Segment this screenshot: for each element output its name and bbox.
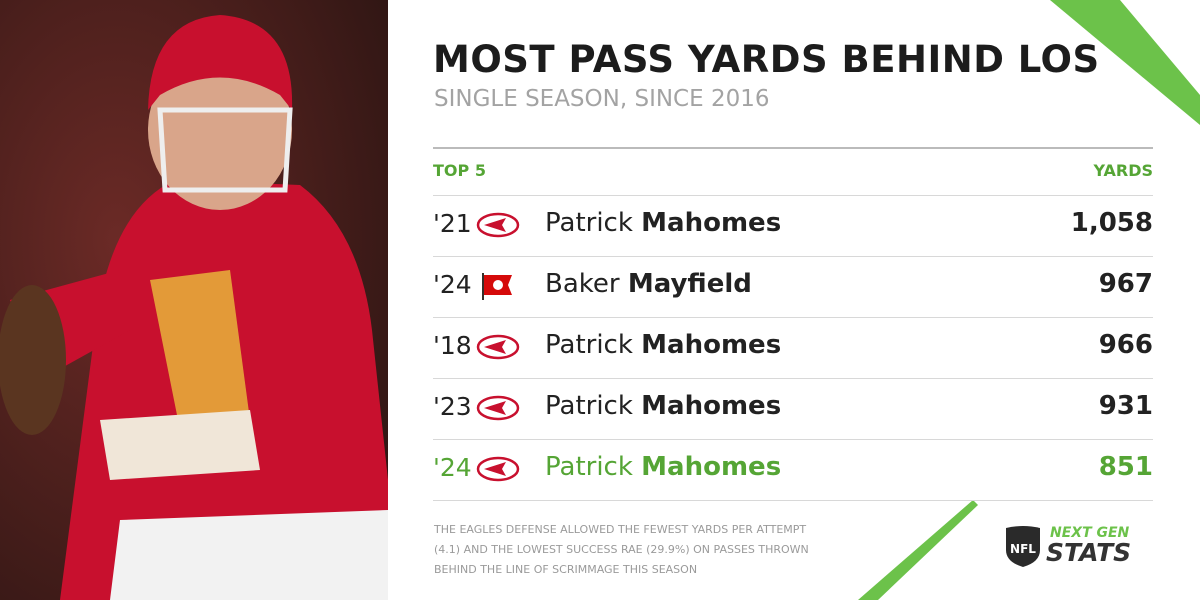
title: MOST PASS YARDS BEHIND LOS (433, 38, 1100, 81)
yards: 851 (1098, 452, 1153, 482)
yards: 1,058 (1070, 208, 1153, 238)
player-name: Patrick Mahomes (545, 452, 781, 482)
year: '24 (433, 270, 472, 299)
row-rule (433, 317, 1153, 318)
year: '18 (433, 331, 472, 360)
footnote-line: (4.1) AND THE LOWEST SUCCESS RAE (29.9%)… (434, 543, 809, 556)
subtitle: SINGLE SEASON, SINCE 2016 (434, 86, 770, 112)
row-rule (433, 500, 1153, 501)
team-logo (476, 334, 520, 360)
logo-line: STATS (1046, 538, 1132, 567)
footnote-line: BEHIND THE LINE OF SCRIMMAGE THIS SEASON (434, 563, 698, 576)
row-rule (433, 378, 1153, 379)
team-logo (476, 456, 520, 482)
year: '24 (433, 453, 472, 482)
first-name: Patrick (545, 208, 633, 238)
first-name: Baker (545, 269, 620, 299)
first-name: Patrick (545, 391, 633, 421)
yards: 931 (1098, 391, 1153, 421)
nfl-shield: NFL (1006, 526, 1040, 567)
player-name: Patrick Mahomes (545, 391, 781, 421)
column-header: YARDS (1093, 161, 1153, 180)
yards: 967 (1098, 269, 1153, 299)
player-photo (0, 0, 388, 600)
player-name: Patrick Mahomes (545, 330, 781, 360)
column-header: TOP 5 (433, 161, 486, 180)
last-name: Mayfield (627, 269, 752, 299)
player-name: Patrick Mahomes (545, 208, 781, 238)
row-rule (433, 195, 1153, 196)
shield-text: NFL (1010, 542, 1036, 556)
yards: 966 (1098, 330, 1153, 360)
header-rule (433, 147, 1153, 149)
first-name: Patrick (545, 452, 633, 482)
team-logo (482, 273, 512, 300)
last-name: Mahomes (641, 452, 782, 482)
last-name: Mahomes (641, 208, 782, 238)
last-name: Mahomes (641, 391, 782, 421)
team-logo (476, 395, 520, 421)
first-name: Patrick (545, 330, 633, 360)
year: '21 (433, 209, 472, 238)
player-name: Baker Mayfield (545, 269, 752, 299)
year: '23 (433, 392, 472, 421)
logo-line: NEXT GEN (1050, 525, 1130, 541)
decoration (858, 0, 1200, 600)
footnote-line: THE EAGLES DEFENSE ALLOWED THE FEWEST YA… (434, 523, 807, 536)
row-rule (433, 439, 1153, 440)
row-rule (433, 256, 1153, 257)
team-logo (476, 212, 520, 238)
last-name: Mahomes (641, 330, 782, 360)
